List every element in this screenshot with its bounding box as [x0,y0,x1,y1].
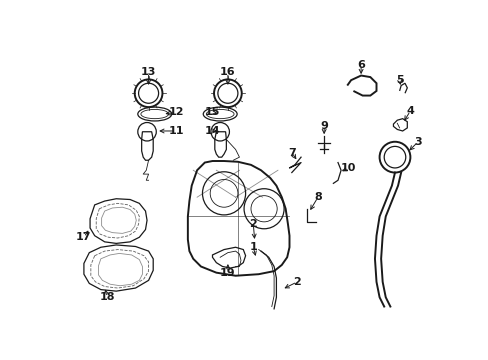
Text: 2: 2 [293,277,301,287]
Text: 4: 4 [406,106,413,116]
Text: 17: 17 [76,232,91,242]
Text: 9: 9 [320,121,327,131]
Text: 5: 5 [395,75,403,85]
Text: 8: 8 [313,192,321,202]
Text: 2: 2 [249,219,257,229]
Text: 3: 3 [413,137,421,147]
Text: 1: 1 [249,242,257,252]
Text: 13: 13 [141,67,156,77]
Text: 15: 15 [204,108,220,117]
Text: 7: 7 [287,148,295,158]
Text: 16: 16 [220,67,235,77]
Text: 11: 11 [168,126,183,136]
Text: 6: 6 [356,60,365,70]
Text: 12: 12 [168,108,183,117]
Text: 19: 19 [220,267,235,278]
Text: 14: 14 [204,126,220,136]
Text: 10: 10 [341,163,356,173]
Text: 18: 18 [99,292,115,302]
